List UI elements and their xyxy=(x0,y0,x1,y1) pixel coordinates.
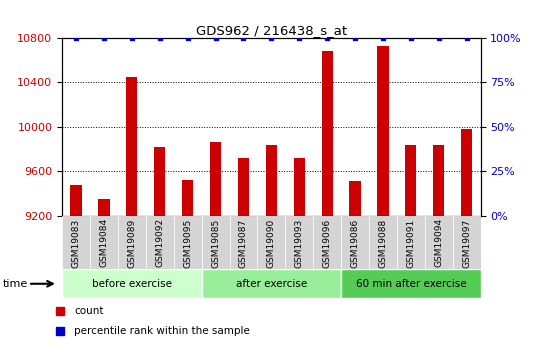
Bar xyxy=(62,269,201,298)
Bar xyxy=(98,199,110,216)
Bar xyxy=(341,269,481,298)
Bar xyxy=(62,216,90,269)
Bar xyxy=(285,216,313,269)
Text: GSM19093: GSM19093 xyxy=(295,218,303,268)
Text: GSM19087: GSM19087 xyxy=(239,218,248,268)
Bar xyxy=(313,216,341,269)
Bar xyxy=(258,216,285,269)
Text: after exercise: after exercise xyxy=(236,279,307,289)
Bar xyxy=(349,181,361,216)
Bar xyxy=(174,216,201,269)
Text: GSM19094: GSM19094 xyxy=(434,218,443,267)
Bar xyxy=(230,216,258,269)
Title: GDS962 / 216438_s_at: GDS962 / 216438_s_at xyxy=(196,24,347,37)
Bar xyxy=(322,51,333,216)
Bar xyxy=(294,158,305,216)
Bar xyxy=(266,145,277,216)
Bar xyxy=(425,216,453,269)
Text: time: time xyxy=(3,279,28,289)
Text: GSM19089: GSM19089 xyxy=(127,218,136,268)
Text: GSM19090: GSM19090 xyxy=(267,218,276,268)
Bar xyxy=(90,216,118,269)
Text: count: count xyxy=(75,306,104,316)
Bar xyxy=(154,147,165,216)
Bar xyxy=(433,145,444,216)
Bar xyxy=(201,269,341,298)
Text: GSM19095: GSM19095 xyxy=(183,218,192,268)
Bar xyxy=(461,129,472,216)
Bar xyxy=(126,77,137,216)
Text: percentile rank within the sample: percentile rank within the sample xyxy=(75,326,250,336)
Bar xyxy=(369,216,397,269)
Text: GSM19083: GSM19083 xyxy=(71,218,80,268)
Text: GSM19096: GSM19096 xyxy=(323,218,332,268)
Bar xyxy=(453,216,481,269)
Bar xyxy=(70,185,82,216)
Bar xyxy=(146,216,174,269)
Bar xyxy=(201,216,229,269)
Bar xyxy=(118,216,146,269)
Bar xyxy=(341,216,369,269)
Text: before exercise: before exercise xyxy=(92,279,172,289)
Text: GSM19085: GSM19085 xyxy=(211,218,220,268)
Text: GSM19091: GSM19091 xyxy=(406,218,415,268)
Text: 60 min after exercise: 60 min after exercise xyxy=(355,279,466,289)
Text: GSM19084: GSM19084 xyxy=(99,218,109,267)
Text: GSM19097: GSM19097 xyxy=(462,218,471,268)
Text: GSM19088: GSM19088 xyxy=(379,218,388,268)
Bar xyxy=(405,145,416,216)
Bar xyxy=(210,142,221,216)
Bar xyxy=(238,158,249,216)
Bar xyxy=(182,180,193,216)
Text: GSM19092: GSM19092 xyxy=(156,218,164,267)
Bar xyxy=(397,216,425,269)
Text: GSM19086: GSM19086 xyxy=(350,218,360,268)
Bar xyxy=(377,46,389,216)
